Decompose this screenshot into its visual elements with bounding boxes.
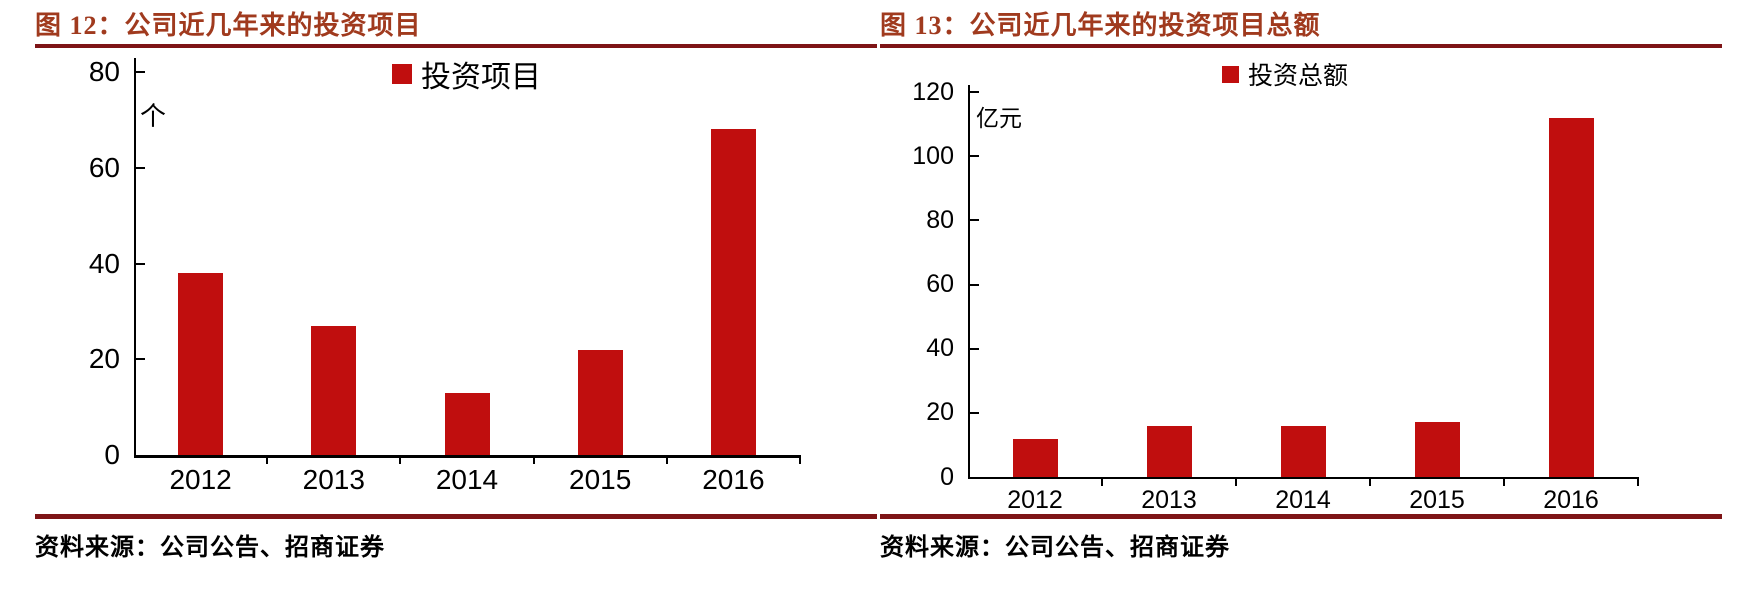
y-tick-label: 60 [926,270,954,298]
figure-12-title: 图 12：公司近几年来的投资项目 [35,11,422,40]
y-tick-label: 80 [88,56,120,87]
bar-2015 [577,349,623,455]
y-tick-mark [134,358,145,361]
bar-2014 [1280,425,1326,477]
bar-2015 [1414,422,1460,477]
x-tick-label: 2013 [302,464,365,495]
figure-12-legend: 投资项目 [392,52,541,96]
x-tick-label: 2016 [702,464,765,495]
x-tick-mark [1637,477,1639,486]
legend-swatch-icon [392,64,412,84]
bar-2012 [178,273,224,455]
y-tick-label: 40 [88,247,120,279]
y-tick-label: 100 [912,141,954,170]
x-tick-label: 2016 [1543,486,1599,514]
figure-13-title-rule [880,44,1722,48]
x-tick-mark [1503,477,1505,486]
bar-2016 [710,129,756,455]
x-tick-mark [1101,477,1103,486]
x-tick-label: 2015 [569,464,632,495]
y-tick-label: 0 [104,439,120,470]
figure-12-source-rule [35,514,877,519]
figure-13-title: 图 13：公司近几年来的投资项目总额 [880,11,1321,40]
x-axis-line [134,455,800,458]
x-tick-label: 2012 [169,464,232,495]
y-tick-mark [968,347,979,350]
x-tick-mark [266,455,269,464]
legend-swatch-icon [1222,65,1239,83]
y-tick-label: 40 [926,334,954,363]
legend-label: 投资总额 [1248,62,1349,90]
y-tick-mark [968,283,979,286]
x-tick-mark [1235,477,1237,486]
bar-2014 [444,392,490,455]
figure-12-source: 资料来源：公司公告、招商证券 [35,535,385,561]
y-tick-label: 80 [926,205,954,234]
y-axis-unit-label: 亿元 [976,105,1022,131]
figure-13-source-rule [880,514,1722,519]
y-axis-unit-label: 个 [140,101,167,131]
x-tick-mark [665,455,668,464]
figure-13-legend: 投资总额 [1222,56,1348,92]
y-tick-mark [134,71,145,73]
x-tick-label: 2013 [1141,486,1197,514]
figure-12-title-rule [35,44,877,48]
y-axis-line [968,85,970,479]
bar-2016 [1548,117,1594,477]
x-tick-label: 2015 [1409,486,1465,514]
x-tick-label: 2014 [1275,486,1331,514]
x-tick-mark [1369,477,1371,486]
y-tick-mark [134,166,145,169]
bar-2013 [1146,425,1192,477]
bar-2013 [311,325,357,455]
figure-13-source: 资料来源：公司公告、招商证券 [880,535,1230,561]
y-tick-mark [134,262,145,265]
y-axis-line [134,58,136,458]
y-tick-mark [968,219,979,222]
x-tick-label: 2014 [435,464,499,495]
y-tick-label: 120 [912,77,954,106]
y-tick-label: 60 [88,151,120,183]
x-tick-mark [399,455,402,464]
y-tick-label: 20 [88,343,120,375]
x-tick-label: 2012 [1007,486,1063,514]
y-tick-mark [968,91,979,93]
y-tick-mark [968,155,979,158]
y-tick-mark [968,411,979,414]
x-axis-line [968,477,1638,479]
y-tick-label: 20 [926,398,954,427]
legend-label: 投资项目 [421,61,541,94]
y-tick-label: 0 [940,462,954,491]
x-tick-mark [532,455,535,464]
x-tick-mark [799,455,801,464]
bar-2012 [1012,438,1058,477]
